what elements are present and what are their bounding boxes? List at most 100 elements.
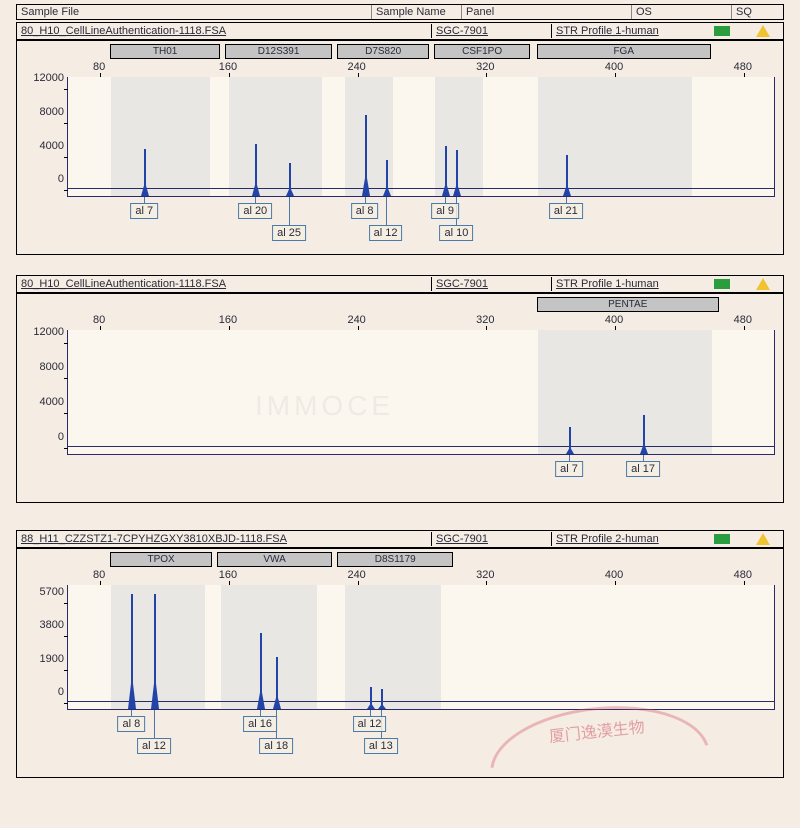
x-axis-labels: 80 160 240 320 400 480 <box>17 61 783 75</box>
x-axis-labels: 80 160 240 320 400 480 <box>17 314 783 328</box>
locus-band <box>538 330 712 454</box>
file-name: 80_H10_CellLineAuthentication-1118.FSA <box>17 277 432 291</box>
marker-label: TPOX <box>110 552 211 567</box>
file-name: 80_H10_CellLineAuthentication-1118.FSA <box>17 24 432 38</box>
x-tick: 400 <box>605 314 623 326</box>
allele-label: al 7 <box>130 203 158 219</box>
x-tick: 160 <box>219 61 237 73</box>
allele-connector <box>154 710 155 738</box>
x-tick: 400 <box>605 569 623 581</box>
y-tick: 4000 <box>24 140 64 152</box>
plot-area: 04000800012000 <box>67 77 775 197</box>
col-sq: SQ <box>732 5 783 19</box>
allele-label: al 13 <box>364 738 398 754</box>
x-tick: 320 <box>476 61 494 73</box>
locus-band <box>435 77 483 196</box>
sq-yellow-icon <box>756 533 770 545</box>
y-tick: 4000 <box>24 396 64 408</box>
panel-name: STR Profile 1-human <box>552 277 702 291</box>
locus-band <box>345 585 442 709</box>
plot-area: 04000800012000 <box>67 330 775 455</box>
baseline <box>68 188 774 189</box>
baseline <box>68 446 774 447</box>
marker-label: D8S1179 <box>337 552 453 567</box>
marker-label: PENTAE <box>537 297 719 312</box>
x-tick: 320 <box>476 314 494 326</box>
marker-label: VWA <box>217 552 333 567</box>
file-name: 88_H11_CZZSTZ1-7CPYHZGXY3810XBJD-1118.FS… <box>17 532 432 546</box>
y-tick: 8000 <box>24 106 64 118</box>
allele-label: al 18 <box>259 738 293 754</box>
allele-label: al 25 <box>272 225 306 241</box>
info-row: 88_H11_CZZSTZ1-7CPYHZGXY3810XBJD-1118.FS… <box>16 530 784 548</box>
allele-label: al 12 <box>353 716 387 732</box>
col-panel: Panel <box>462 5 632 19</box>
x-tick: 400 <box>605 61 623 73</box>
x-tick: 480 <box>734 569 752 581</box>
x-tick: 240 <box>347 314 365 326</box>
markers-row: TH01 D12S391 D7S820 CSF1PO FGA <box>17 44 783 60</box>
y-tick: 8000 <box>24 361 64 373</box>
sample-name: SGC-7901 <box>432 24 552 38</box>
y-tick: 0 <box>24 686 64 698</box>
locus-band <box>221 585 318 709</box>
x-tick: 160 <box>219 314 237 326</box>
x-tick: 240 <box>347 61 365 73</box>
allele-label: al 8 <box>117 716 145 732</box>
x-tick: 480 <box>734 61 752 73</box>
allele-label: al 12 <box>369 225 403 241</box>
electropherogram-panel: TPOXVWAD8S117980160240320400480019003800… <box>16 548 784 778</box>
col-os: OS <box>632 5 732 19</box>
x-tick: 320 <box>476 569 494 581</box>
sample-name: SGC-7901 <box>432 532 552 546</box>
x-tick: 160 <box>219 569 237 581</box>
y-tick: 3800 <box>24 619 64 631</box>
x-tick: 480 <box>734 314 752 326</box>
panel-name: STR Profile 1-human <box>552 24 702 38</box>
os-indicator <box>702 279 742 289</box>
marker-label: TH01 <box>110 44 219 59</box>
allele-label: al 20 <box>238 203 272 219</box>
allele-connector <box>289 197 290 225</box>
sq-indicator <box>742 533 783 545</box>
sq-yellow-icon <box>756 278 770 290</box>
locus-band <box>229 77 322 196</box>
allele-connector <box>386 197 387 225</box>
sq-yellow-icon <box>756 25 770 37</box>
markers-row: PENTAE <box>17 297 783 313</box>
panel-name: STR Profile 2-human <box>552 532 702 546</box>
allele-label: al 12 <box>137 738 171 754</box>
col-sample-name: Sample Name <box>372 5 462 19</box>
allele-label: al 10 <box>439 225 473 241</box>
os-green-icon <box>714 534 730 544</box>
electropherogram-panel: PENTAE8016024032040048004000800012000al … <box>16 293 784 503</box>
markers-row: TPOX VWA D8S1179 <box>17 552 783 568</box>
y-tick: 5700 <box>24 586 64 598</box>
allele-label: al 21 <box>549 203 583 219</box>
allele-label: al 7 <box>555 461 583 477</box>
x-axis-labels: 80160240320400480 <box>17 569 783 583</box>
marker-label: FGA <box>537 44 711 59</box>
os-green-icon <box>714 26 730 36</box>
allele-label: al 16 <box>243 716 277 732</box>
locus-band <box>111 77 209 196</box>
col-sample-file: Sample File <box>17 5 372 19</box>
locus-band <box>538 77 692 196</box>
x-tick: 80 <box>93 61 105 73</box>
sq-indicator <box>742 278 783 290</box>
os-green-icon <box>714 279 730 289</box>
marker-label: D7S820 <box>337 44 429 59</box>
marker-label: D12S391 <box>225 44 333 59</box>
y-tick: 0 <box>24 431 64 443</box>
sq-indicator <box>742 25 783 37</box>
allele-label: al 9 <box>431 203 459 219</box>
allele-label: al 17 <box>626 461 660 477</box>
info-row: 80_H10_CellLineAuthentication-1118.FSASG… <box>16 275 784 293</box>
info-row: 80_H10_CellLineAuthentication-1118.FSASG… <box>16 22 784 40</box>
x-tick: 80 <box>93 314 105 326</box>
y-tick: 12000 <box>24 326 64 338</box>
electropherogram-panel: TH01 D12S391 D7S820 CSF1PO FGA 80 160 240 320 400… <box>16 40 784 255</box>
y-tick: 12000 <box>24 72 64 84</box>
allele-label: al 8 <box>351 203 379 219</box>
marker-label: CSF1PO <box>434 44 531 59</box>
